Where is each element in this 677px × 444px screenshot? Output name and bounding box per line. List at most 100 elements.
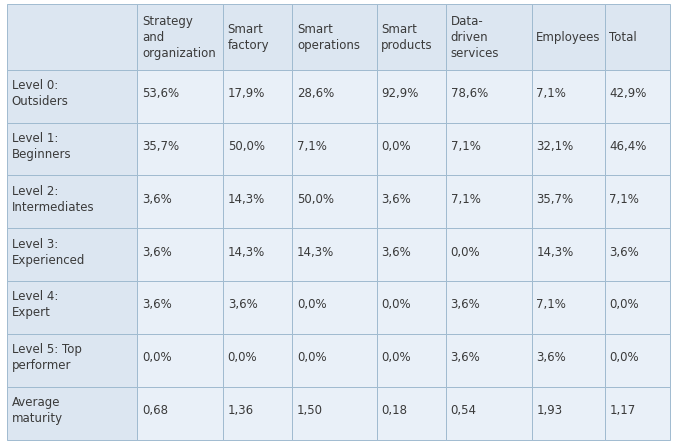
Bar [292, 281, 376, 334]
Text: 1,17: 1,17 [609, 404, 636, 417]
Text: 28,6%: 28,6% [297, 87, 334, 100]
Text: 7,1%: 7,1% [609, 193, 639, 206]
Text: 3,6%: 3,6% [142, 298, 172, 311]
Bar [531, 281, 605, 334]
Text: 0,54: 0,54 [451, 404, 477, 417]
Bar [446, 123, 531, 175]
Text: Level 1:
Beginners: Level 1: Beginners [12, 132, 71, 161]
Text: 14,3%: 14,3% [536, 246, 573, 258]
Text: 0,0%: 0,0% [297, 298, 326, 311]
Bar [446, 70, 531, 123]
Bar [531, 334, 605, 387]
Bar [446, 175, 531, 228]
Bar [446, 228, 531, 281]
Bar [223, 228, 292, 281]
Text: Employees: Employees [536, 31, 600, 44]
Bar [446, 334, 531, 387]
Bar [376, 70, 446, 123]
Text: 0,0%: 0,0% [381, 298, 411, 311]
Text: 3,6%: 3,6% [227, 298, 257, 311]
Bar [223, 334, 292, 387]
Text: 0,0%: 0,0% [227, 351, 257, 364]
Text: Level 0:
Outsiders: Level 0: Outsiders [12, 79, 68, 108]
Bar [137, 334, 223, 387]
Text: Smart
operations: Smart operations [297, 23, 360, 52]
Bar [137, 175, 223, 228]
Bar [137, 228, 223, 281]
Text: Smart
factory: Smart factory [227, 23, 269, 52]
Bar [292, 70, 376, 123]
Bar [605, 228, 670, 281]
Text: 0,0%: 0,0% [297, 351, 326, 364]
Bar [605, 387, 670, 440]
Bar [7, 387, 137, 440]
Text: 3,6%: 3,6% [451, 351, 481, 364]
Bar [223, 123, 292, 175]
Bar [7, 228, 137, 281]
Bar [7, 334, 137, 387]
Bar [605, 334, 670, 387]
Text: 78,6%: 78,6% [451, 87, 488, 100]
Bar [292, 123, 376, 175]
Bar [223, 4, 292, 70]
Text: 3,6%: 3,6% [381, 246, 411, 258]
Bar [531, 123, 605, 175]
Bar [137, 123, 223, 175]
Bar [376, 334, 446, 387]
Text: 50,0%: 50,0% [297, 193, 334, 206]
Text: 42,9%: 42,9% [609, 87, 647, 100]
Bar [7, 4, 137, 70]
Bar [223, 387, 292, 440]
Bar [531, 70, 605, 123]
Bar [531, 175, 605, 228]
Text: 14,3%: 14,3% [297, 246, 334, 258]
Bar [446, 387, 531, 440]
Bar [446, 281, 531, 334]
Text: 0,0%: 0,0% [609, 298, 639, 311]
Text: 3,6%: 3,6% [536, 351, 566, 364]
Bar [605, 123, 670, 175]
Bar [137, 281, 223, 334]
Text: 7,1%: 7,1% [536, 87, 566, 100]
Bar [376, 228, 446, 281]
Text: 3,6%: 3,6% [381, 193, 411, 206]
Bar [292, 334, 376, 387]
Text: 7,1%: 7,1% [451, 193, 481, 206]
Bar [531, 228, 605, 281]
Text: 50,0%: 50,0% [227, 140, 265, 153]
Text: Level 2:
Intermediates: Level 2: Intermediates [12, 185, 94, 214]
Text: 14,3%: 14,3% [227, 193, 265, 206]
Bar [7, 175, 137, 228]
Text: 1,36: 1,36 [227, 404, 254, 417]
Text: 46,4%: 46,4% [609, 140, 647, 153]
Text: 0,0%: 0,0% [381, 351, 411, 364]
Text: Level 5: Top
performer: Level 5: Top performer [12, 343, 81, 372]
Bar [137, 70, 223, 123]
Text: 0,0%: 0,0% [609, 351, 639, 364]
Bar [605, 175, 670, 228]
Text: 0,68: 0,68 [142, 404, 168, 417]
Text: 7,1%: 7,1% [536, 298, 566, 311]
Bar [292, 4, 376, 70]
Text: 0,18: 0,18 [381, 404, 408, 417]
Bar [137, 4, 223, 70]
Bar [531, 4, 605, 70]
Text: Strategy
and
organization: Strategy and organization [142, 15, 216, 59]
Text: Smart
products: Smart products [381, 23, 433, 52]
Text: 1,50: 1,50 [297, 404, 323, 417]
Text: Level 4:
Expert: Level 4: Expert [12, 290, 58, 319]
Text: 3,6%: 3,6% [142, 193, 172, 206]
Bar [223, 70, 292, 123]
Bar [7, 281, 137, 334]
Bar [7, 70, 137, 123]
Text: 7,1%: 7,1% [297, 140, 327, 153]
Bar [605, 281, 670, 334]
Text: 0,0%: 0,0% [451, 246, 480, 258]
Text: 0,0%: 0,0% [142, 351, 171, 364]
Text: 1,93: 1,93 [536, 404, 563, 417]
Bar [137, 387, 223, 440]
Text: 7,1%: 7,1% [451, 140, 481, 153]
Bar [605, 4, 670, 70]
Text: Average
maturity: Average maturity [12, 396, 63, 425]
Text: Level 3:
Experienced: Level 3: Experienced [12, 238, 85, 266]
